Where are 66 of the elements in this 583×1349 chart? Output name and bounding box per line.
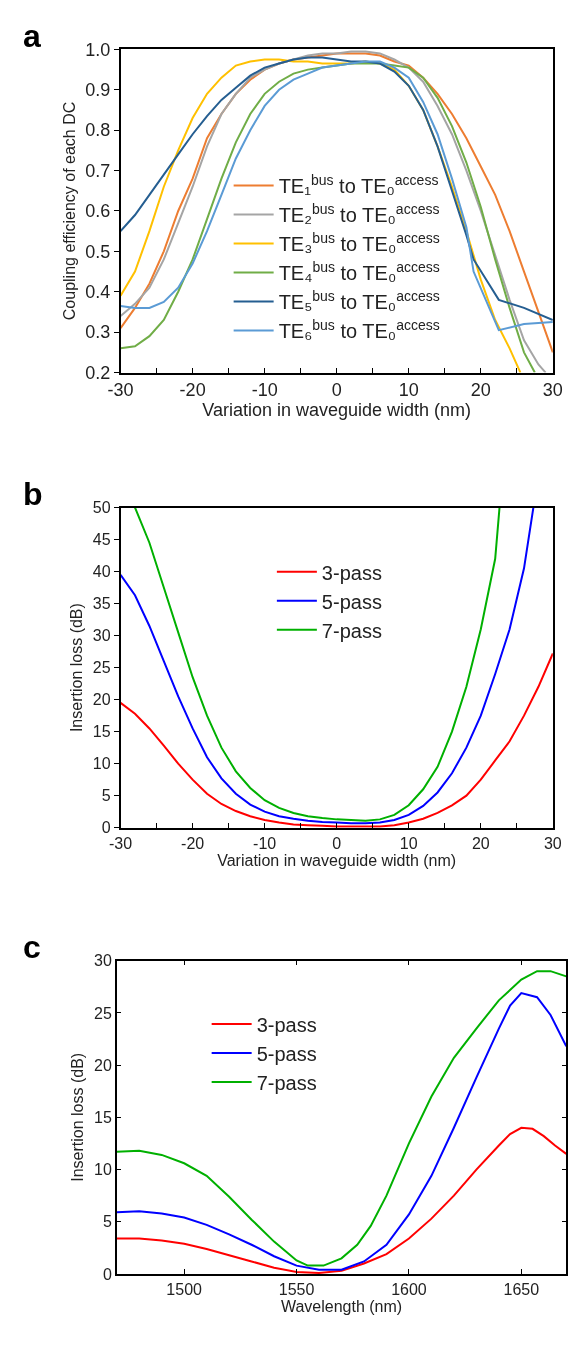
y-tick-label: 0.3 [85,322,111,343]
y-tick-label: 1.0 [85,39,111,60]
x-tick-label: -10 [251,379,278,400]
legend-label: TE₅$^{bus}$ to TE₀$^{access}$ [278,287,440,314]
y-tick-label: 25 [93,1004,112,1022]
x-tick-label: 0 [332,834,342,852]
y-tick-label: 0.5 [85,241,111,262]
x-tick-label: 20 [470,379,491,400]
x-tick-label: 30 [542,379,563,400]
y-tick-label: 45 [92,531,111,549]
y-tick-label: 5 [102,1213,112,1231]
y-tick-label: 25 [92,659,111,677]
legend-label: 7-pass [256,1071,317,1094]
y-tick-label: 20 [93,1056,112,1074]
chart-title: a [23,18,41,54]
x-tick-label: -30 [109,834,133,852]
x-tick-label: -20 [181,834,205,852]
x-tick-label: 1600 [391,1280,427,1298]
chart-title: c [23,929,41,965]
legend-label: TE₁$^{bus}$ to TE₀$^{access}$ [278,171,439,198]
chart-title: b [23,476,43,512]
y-tick-label: 35 [92,595,111,613]
x-tick-label: 1500 [166,1280,203,1298]
x-tick-label: 10 [399,834,418,852]
y-tick-label: 0.9 [85,80,111,101]
y-axis-title: Insertion loss (dB) [68,603,86,733]
x-tick-label: 0 [331,379,342,400]
y-tick-label: 15 [92,723,111,741]
x-tick-label: 1650 [503,1280,540,1298]
y-tick-label: 0.6 [85,201,111,222]
x-axis-title: Variation in waveguide width (nm) [217,851,457,869]
legend-label: 7-pass [321,619,382,642]
legend-label: TE₃$^{bus}$ to TE₀$^{access}$ [278,229,440,256]
line-series [120,652,553,828]
y-tick-label: 10 [93,1161,112,1179]
x-axis-title: Variation in waveguide width (nm) [202,399,472,420]
x-axis-title: Wavelength (nm) [280,1298,403,1316]
y-tick-label: 0 [101,819,111,837]
x-tick-label: -10 [253,834,277,852]
legend-label: TE₄$^{bus}$ to TE₀$^{access}$ [278,258,440,285]
legend-label: TE₆$^{bus}$ to TE₀$^{access}$ [278,316,440,343]
y-tick-label: 15 [93,1108,112,1126]
x-tick-label: 20 [471,834,490,852]
x-tick-label: 1550 [278,1280,315,1298]
line-series [116,1126,567,1274]
y-tick-label: 0 [102,1265,112,1283]
legend-label: TE₂$^{bus}$ to TE₀$^{access}$ [278,200,440,227]
y-tick-label: 40 [92,563,111,581]
y-tick-label: 30 [92,627,111,645]
y-tick-label: 0.8 [85,120,111,141]
y-tick-label: 10 [92,755,111,773]
legend-label: 3-pass [256,1013,317,1036]
y-tick-label: 0.4 [85,282,111,303]
y-tick-label: 20 [92,691,111,709]
legend-label: 5-pass [321,590,382,613]
legend-label: 3-pass [321,561,382,584]
x-tick-label: -20 [179,379,206,400]
x-tick-label: 10 [398,379,419,400]
y-tick-label: 0.7 [85,160,111,181]
x-tick-label: 30 [543,834,562,852]
legend-label: 5-pass [256,1042,317,1065]
y-tick-label: 50 [92,499,111,517]
y-axis-title: Insertion loss (dB) [69,1052,87,1182]
y-axis-title: Coupling efficiency of each DC [60,101,78,321]
y-tick-label: 5 [101,787,111,805]
y-tick-label: 30 [93,952,112,970]
